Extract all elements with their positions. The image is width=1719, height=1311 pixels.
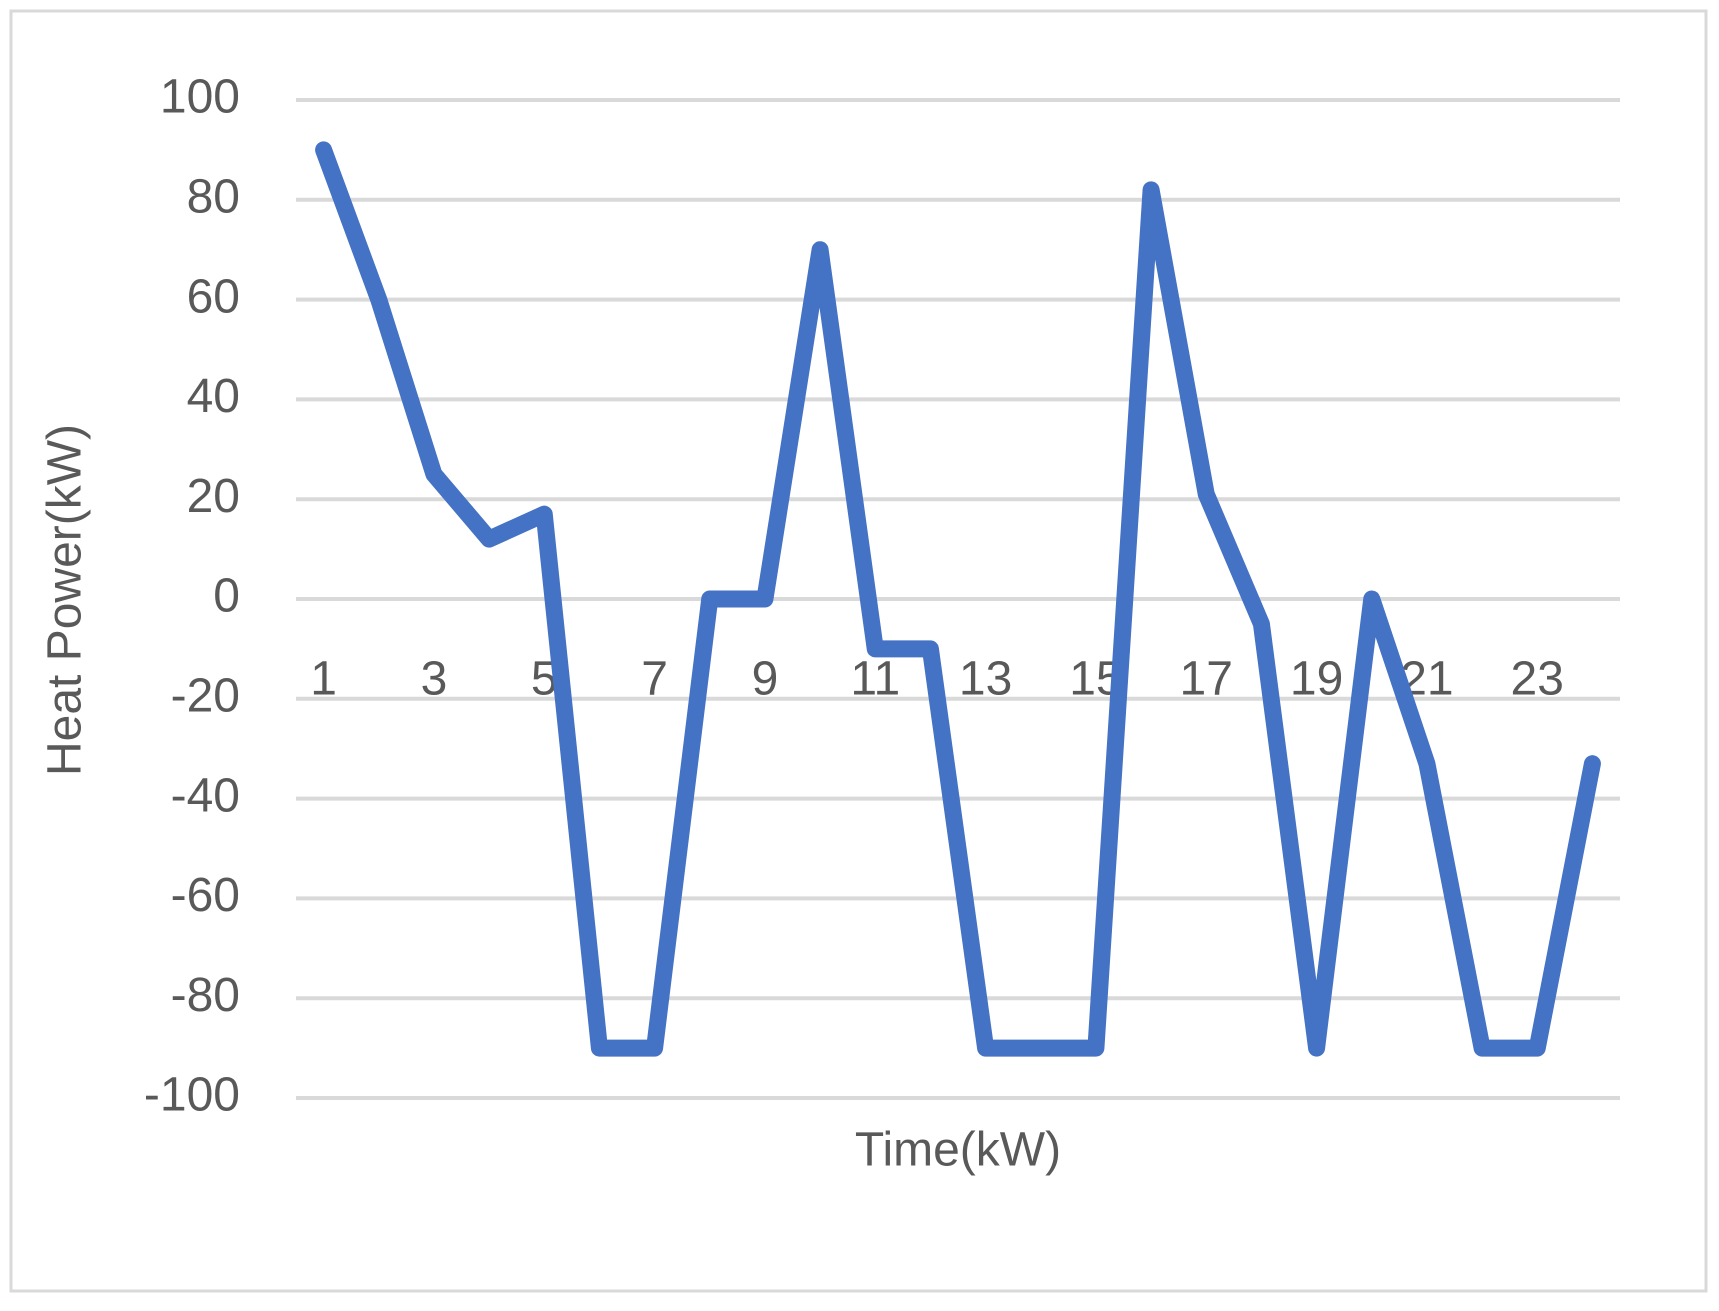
x-tick-label: 23 [1511,653,1564,706]
x-tick-label: 19 [1290,653,1343,706]
x-tick-label: 9 [752,653,779,706]
y-tick-label: 60 [187,270,240,323]
x-tick-label: 3 [421,653,448,706]
x-tick-label: 11 [850,653,900,706]
x-tick-label: 7 [641,653,668,706]
data-line [315,141,1601,1057]
y-tick-label: -80 [171,969,240,1022]
y-tick-label: 20 [187,470,240,523]
y-axis-title: Heat Power(kW) [39,424,92,776]
x-tick-label: 13 [959,653,1012,706]
x-tick-label: 1 [310,653,337,706]
x-axis-title: Time(kW) [855,1124,1061,1177]
y-tick-label: -40 [171,769,240,822]
y-tick-label: -100 [144,1069,240,1122]
y-tick-label: 0 [213,570,240,623]
y-tick-label: 100 [160,71,240,124]
x-tick-label: 17 [1180,653,1233,706]
y-tick-label: 40 [187,370,240,423]
chart-border [9,9,1708,1293]
y-tick-label: 80 [187,170,240,223]
y-tick-label: -20 [171,669,240,722]
y-tick-label: -60 [171,869,240,922]
